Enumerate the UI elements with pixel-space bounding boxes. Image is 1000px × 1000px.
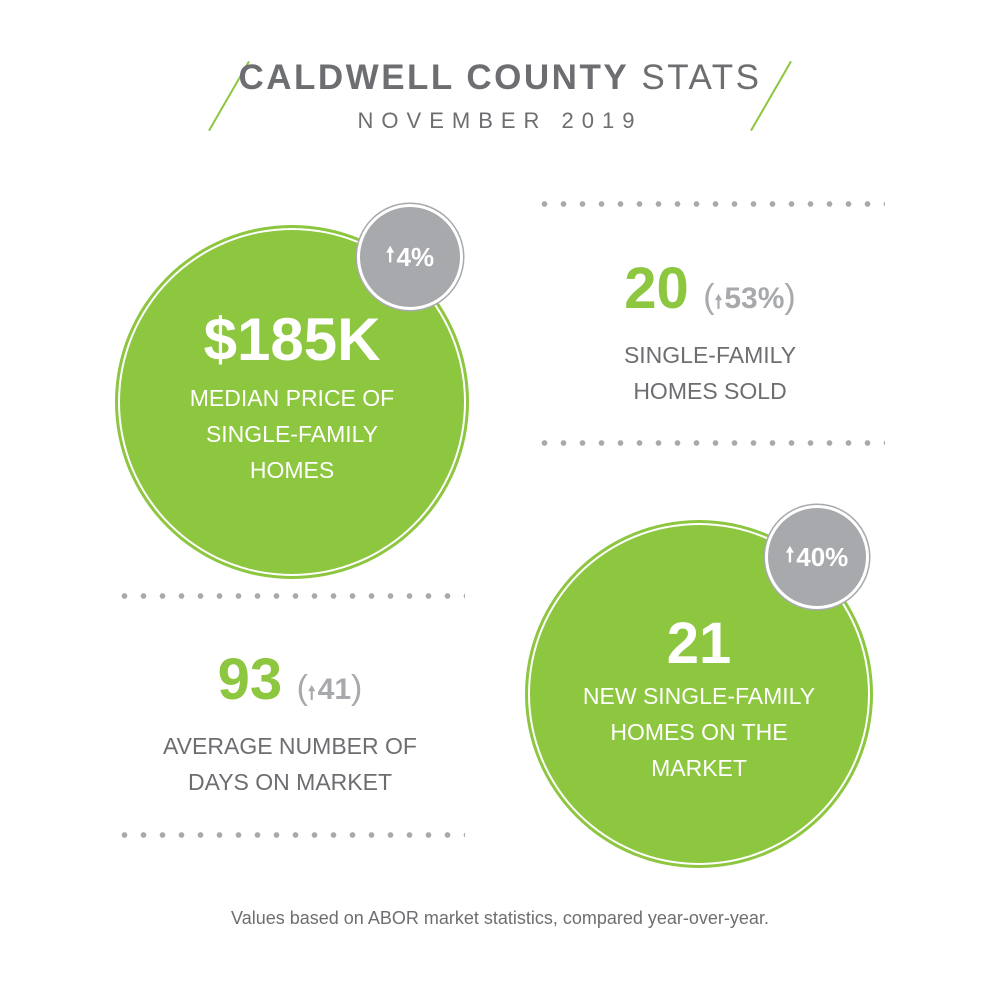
up-arrow-icon: 🠕	[785, 544, 795, 566]
new-listings-change: 40%	[796, 541, 849, 572]
up-arrow-icon: 🠕	[714, 292, 723, 312]
paren-close: )	[784, 278, 796, 316]
days-on-market-label: AVERAGE NUMBER OF DAYS ON MARKET	[115, 728, 465, 800]
homes-sold-value: 20	[624, 256, 689, 321]
new-listings-label: NEW SINGLE-FAMILY HOMES ON THE MARKET	[528, 678, 870, 786]
paren-close: )	[351, 669, 363, 707]
median-price-label-line: HOMES	[249, 457, 335, 483]
median-price-change-badge: 🠕 4%	[357, 204, 463, 310]
homes-sold-change: 53%	[724, 282, 785, 315]
new-listings-label-line: MARKET	[651, 755, 747, 781]
up-arrow-icon: 🠕	[385, 244, 395, 266]
footnote: Values based on ABOR market statistics, …	[231, 908, 769, 928]
homes-sold-label: SINGLE-FAMILY HOMES SOLD	[535, 337, 885, 409]
median-price-label-line: MEDIAN PRICE OF	[189, 385, 395, 411]
title-light: STATS	[641, 58, 762, 97]
new-listings-label-line: NEW SINGLE-FAMILY	[582, 683, 816, 709]
divider-dots	[535, 440, 885, 446]
title-bold: CALDWELL COUNTY	[238, 58, 630, 97]
days-on-market-label-line: AVERAGE NUMBER OF	[163, 733, 417, 759]
divider-dots	[115, 593, 465, 599]
page-title: CALDWELL COUNTY STATS	[0, 58, 1000, 98]
median-price-label: MEDIAN PRICE OF SINGLE-FAMILY HOMES	[118, 380, 466, 488]
page-subtitle: NOVEMBER 2019	[357, 108, 643, 133]
days-on-market-value: 93	[217, 647, 283, 712]
paren-open: (	[703, 278, 715, 316]
paren-open: (	[296, 669, 308, 707]
median-price-value: $185K	[203, 306, 381, 373]
days-on-market-change-wrap: 🠕41	[308, 673, 351, 706]
new-listings-value: 21	[666, 611, 732, 676]
up-arrow-icon: 🠕	[307, 683, 316, 703]
divider-dots	[535, 201, 885, 207]
homes-sold-label-line: SINGLE-FAMILY	[623, 342, 797, 368]
homes-sold-stat: 20 (🠕53%)	[535, 255, 885, 322]
days-on-market-label-line: DAYS ON MARKET	[187, 769, 393, 795]
new-listings-label-line: HOMES ON THE	[610, 719, 788, 745]
homes-sold-label-line: HOMES SOLD	[633, 378, 787, 404]
new-listings-change-badge: 🠕 40%	[765, 505, 869, 609]
days-on-market-stat: 93 (🠕41)	[115, 646, 465, 713]
homes-sold-change-wrap: 🠕53%	[715, 282, 785, 315]
median-price-label-line: SINGLE-FAMILY	[205, 421, 379, 447]
divider-dots	[115, 832, 465, 838]
median-price-change: 4%	[396, 241, 435, 272]
days-on-market-change: 41	[317, 673, 352, 706]
